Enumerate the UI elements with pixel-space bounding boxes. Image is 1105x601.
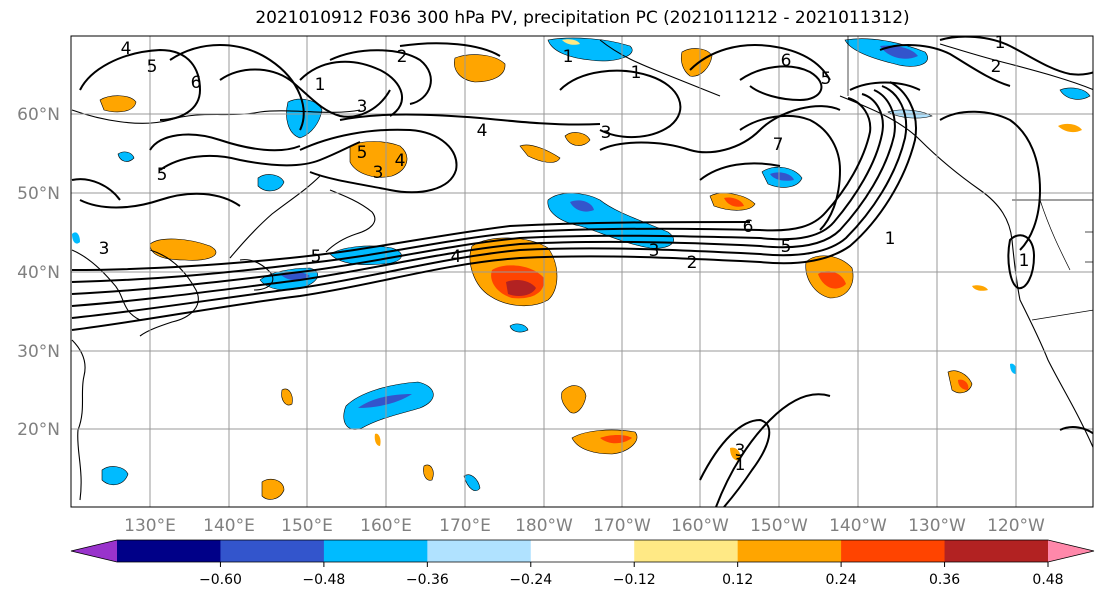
contour-label: 4 bbox=[477, 121, 488, 141]
contour-label: 3 bbox=[357, 97, 368, 117]
lat-label: 60°N bbox=[17, 105, 60, 125]
chart-title: 2021010912 F036 300 hPa PV, precipitatio… bbox=[255, 8, 910, 28]
colorbar-segment bbox=[737, 540, 842, 562]
contour-label: 4 bbox=[451, 247, 462, 267]
colorbar-tick-label: −0.36 bbox=[406, 572, 449, 588]
contour-label: 5 bbox=[821, 69, 832, 89]
lat-label: 50°N bbox=[17, 184, 60, 204]
contour-label: 2 bbox=[397, 47, 408, 67]
colorbar-tick-label: −0.24 bbox=[509, 572, 552, 588]
colorbar-outline bbox=[70, 539, 1095, 563]
contour-label: 4 bbox=[395, 151, 406, 171]
lon-label: 180°W bbox=[515, 516, 573, 536]
colorbar-segment bbox=[841, 540, 946, 562]
contour-label: 5 bbox=[157, 165, 168, 185]
contour-label: 6 bbox=[191, 73, 202, 93]
lat-label: 30°N bbox=[17, 342, 60, 362]
pv-contours bbox=[71, 36, 1093, 507]
lon-label: 160°E bbox=[360, 516, 412, 536]
map-frame bbox=[70, 35, 1094, 508]
lon-label: 140°W bbox=[829, 516, 887, 536]
colorbar-tick-label: −0.60 bbox=[199, 572, 242, 588]
contour-label: 1 bbox=[563, 47, 574, 67]
contour-labels: 4 5 2 6 1 3 5 4 3 5 3 4 3 6 5 1 1 7 6 5 … bbox=[99, 33, 1030, 475]
colorbar-segments bbox=[70, 539, 1095, 563]
contour-label: 4 bbox=[121, 39, 132, 59]
colorbar-segment bbox=[117, 540, 221, 562]
contour-label: 2 bbox=[687, 253, 698, 273]
lon-label: 130°E bbox=[124, 516, 176, 536]
lon-label: 170°E bbox=[439, 516, 491, 536]
colorbar-segment bbox=[634, 540, 739, 562]
colorbar-segment bbox=[944, 540, 1049, 562]
contour-label: 5 bbox=[781, 237, 792, 257]
contour-label: 5 bbox=[311, 247, 322, 267]
contour-label: 6 bbox=[781, 51, 792, 71]
contour-label: 1 bbox=[735, 455, 746, 475]
latitude-labels: 60°N 50°N 40°N 30°N 20°N bbox=[17, 105, 60, 440]
lon-label: 170°W bbox=[593, 516, 651, 536]
contour-label: 5 bbox=[357, 143, 368, 163]
contour-label: 1 bbox=[315, 75, 326, 95]
contour-label: 2 bbox=[991, 57, 1002, 77]
colorbar-segment bbox=[220, 540, 325, 562]
lon-label: 140°E bbox=[203, 516, 255, 536]
contour-label: 3 bbox=[373, 163, 384, 183]
lat-label: 20°N bbox=[17, 420, 60, 440]
contour-label: 1 bbox=[1019, 251, 1030, 271]
precip-anomaly-fill bbox=[72, 37, 1091, 500]
colorbar: −0.60 −0.48 −0.36 −0.24 −0.12 0.12 0.24 0.36 0.4… bbox=[70, 539, 1095, 588]
colorbar-segment bbox=[530, 540, 635, 562]
contour-label: 3 bbox=[735, 441, 746, 461]
contour-label: 1 bbox=[995, 33, 1006, 53]
colorbar-tick-label: −0.48 bbox=[302, 572, 345, 588]
longitude-labels: 130°E 140°E 150°E 160°E 170°E 180°W 170°… bbox=[124, 516, 1045, 536]
colorbar-ticks: −0.60 −0.48 −0.36 −0.24 −0.12 0.12 0.24 0.36 0.4… bbox=[199, 562, 1064, 588]
colorbar-tick-label: 0.12 bbox=[722, 572, 753, 588]
colorbar-extend-high bbox=[1048, 540, 1094, 562]
colorbar-extend-low bbox=[71, 540, 117, 562]
colorbar-tick-label: 0.36 bbox=[929, 572, 960, 588]
colorbar-segment bbox=[323, 540, 428, 562]
contour-label: 3 bbox=[601, 123, 612, 143]
contour-label: 3 bbox=[649, 241, 660, 261]
lat-label: 40°N bbox=[17, 263, 60, 283]
lon-label: 120°W bbox=[987, 516, 1045, 536]
contour-label: 1 bbox=[885, 229, 896, 249]
lon-label: 150°W bbox=[750, 516, 808, 536]
colorbar-tick-label: 0.48 bbox=[1032, 572, 1063, 588]
lon-label: 160°W bbox=[671, 516, 729, 536]
contour-label: 3 bbox=[99, 239, 110, 259]
colorbar-segment bbox=[427, 540, 532, 562]
colorbar-tick-label: 0.24 bbox=[826, 572, 857, 588]
contour-label: 5 bbox=[147, 57, 158, 77]
colorbar-tick-label: −0.12 bbox=[613, 572, 656, 588]
contour-label: 6 bbox=[743, 217, 754, 237]
lon-label: 150°E bbox=[281, 516, 333, 536]
contour-label: 7 bbox=[773, 135, 784, 155]
contour-label: 1 bbox=[631, 63, 642, 83]
lon-label: 130°W bbox=[908, 516, 966, 536]
